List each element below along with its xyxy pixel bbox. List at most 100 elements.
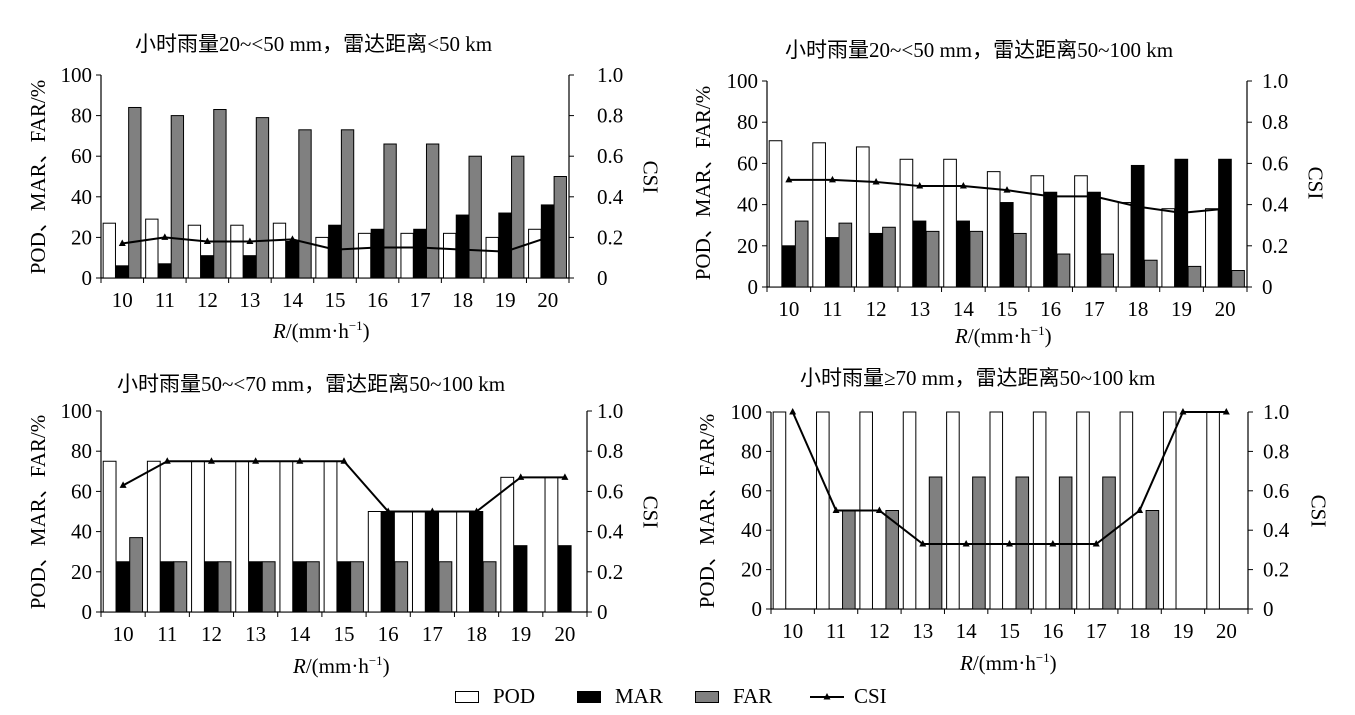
bar-pod	[812, 142, 826, 288]
y2-tick-label: 0	[1263, 597, 1274, 621]
x-tick-label: 18	[452, 288, 473, 312]
x-axis-label-variable: R	[960, 651, 973, 675]
csi-point	[459, 245, 467, 253]
x-tick-label: 19	[510, 622, 531, 646]
y2-tick-label: 0.8	[597, 439, 623, 463]
x-tick-label: 15	[997, 297, 1018, 321]
x-axis-label-close: )	[1049, 651, 1057, 675]
x-tick-label: 16	[367, 288, 388, 312]
bar-mar	[1087, 191, 1101, 288]
csi-point	[1179, 408, 1187, 415]
csi-point	[1221, 204, 1229, 212]
x-tick-label: 15	[334, 622, 355, 646]
bar-pod	[1119, 411, 1134, 610]
bar-far	[1056, 253, 1071, 288]
legend-label: FAR	[733, 684, 773, 708]
csi-point	[962, 539, 970, 547]
bar-pod	[768, 140, 783, 288]
x-tick-label: 20	[1215, 297, 1236, 321]
y2-tick-label: 0.4	[597, 185, 624, 209]
x-tick-label: 15	[999, 619, 1020, 643]
bar-far	[1231, 270, 1245, 288]
bar-mar	[1218, 158, 1232, 288]
x-axis-label-variable: R	[293, 654, 306, 678]
y-tick-label: 20	[71, 225, 92, 249]
x-axis-label-variable: R	[955, 324, 968, 348]
x-axis-label-unit: /(mm·h	[972, 651, 1036, 675]
csi-point	[203, 237, 211, 244]
chart-plot-3: 0 20 40 60 80 100 0 0.2 0.4 0.6 0.8 1.0 10 11 12 13 14 15…	[61, 399, 624, 646]
y-tick-label: 40	[737, 193, 758, 217]
x-tick-label: 14	[289, 622, 311, 646]
x-tick-label: 20	[537, 288, 558, 312]
x-tick-label: 12	[866, 297, 887, 321]
x-tick-label: 11	[826, 619, 846, 643]
bar-pod	[902, 411, 917, 610]
y-tick-label: 60	[737, 151, 758, 175]
y-tick-label: 40	[71, 520, 92, 544]
y-tick-label: 20	[737, 234, 758, 258]
bar-pod	[1032, 411, 1047, 610]
bar-pod	[816, 411, 830, 610]
x-tick-label: 14	[956, 619, 978, 643]
x-tick-label: 11	[822, 297, 842, 321]
csi-point	[246, 237, 254, 244]
bar-far	[794, 220, 809, 288]
legend-label: POD	[493, 684, 536, 708]
csi-point	[544, 233, 552, 240]
y-tick-label: 60	[71, 144, 92, 168]
x-axis-label: R/(mm·h−1)	[955, 323, 1052, 349]
x-tick-label: 12	[201, 622, 222, 646]
legend-swatch-mar	[577, 691, 601, 703]
y-tick-label: 60	[71, 479, 92, 503]
bar-far	[482, 561, 497, 613]
x-tick-label: 13	[245, 622, 266, 646]
x-tick-label: 19	[1172, 619, 1193, 643]
y2-tick-label: 1.0	[1263, 400, 1289, 424]
y-tick-label: 100	[727, 69, 759, 93]
x-axis-label-close: )	[362, 319, 370, 343]
y2-tick-label: 1.0	[1262, 69, 1288, 93]
bar-pod	[946, 411, 960, 610]
bar-far	[969, 230, 984, 288]
csi-point	[517, 473, 525, 480]
bar-pod	[772, 411, 787, 610]
csi-point	[118, 239, 126, 246]
csi-point	[1136, 506, 1144, 513]
legend-swatch-far	[695, 691, 719, 703]
y-tick-label: 40	[71, 185, 92, 209]
csi-point	[916, 182, 924, 189]
csi-point	[1003, 186, 1011, 193]
csi-point	[561, 473, 569, 480]
bar-far	[1145, 510, 1160, 610]
bar-far	[350, 561, 364, 613]
bar-far	[255, 117, 270, 279]
y-tick-label: 80	[71, 439, 92, 463]
x-axis-label-exponent: −1	[1030, 323, 1045, 338]
bar-pod	[1206, 411, 1220, 610]
x-axis-label: R/(mm·h−1)	[960, 650, 1057, 676]
chart-title: 小时雨量20~<50 mm，雷达距离50~100 km	[785, 38, 1174, 62]
y-tick-label: 20	[741, 558, 762, 582]
y-tick-label: 0	[82, 266, 93, 290]
csi-point	[252, 457, 260, 464]
chart-legend: POD MAR FAR CSI	[455, 683, 895, 711]
x-tick-label: 13	[909, 297, 930, 321]
bar-far	[553, 176, 567, 279]
y2-tick-label: 0.6	[1262, 151, 1288, 175]
csi-point	[1092, 539, 1100, 547]
bar-pod	[500, 476, 515, 613]
y2-tick-label: 0.8	[1263, 439, 1289, 463]
csi-point	[374, 243, 382, 251]
bar-far	[438, 561, 453, 613]
y2-tick-label: 0.6	[1263, 479, 1289, 503]
y-tick-label: 0	[748, 275, 759, 299]
x-tick-label: 16	[378, 622, 399, 646]
y2-tick-label: 1.0	[597, 63, 623, 87]
bar-far	[425, 143, 440, 279]
x-tick-label: 18	[466, 622, 487, 646]
csi-point	[428, 507, 436, 514]
bar-far	[217, 561, 232, 613]
bar-pod	[187, 224, 202, 279]
